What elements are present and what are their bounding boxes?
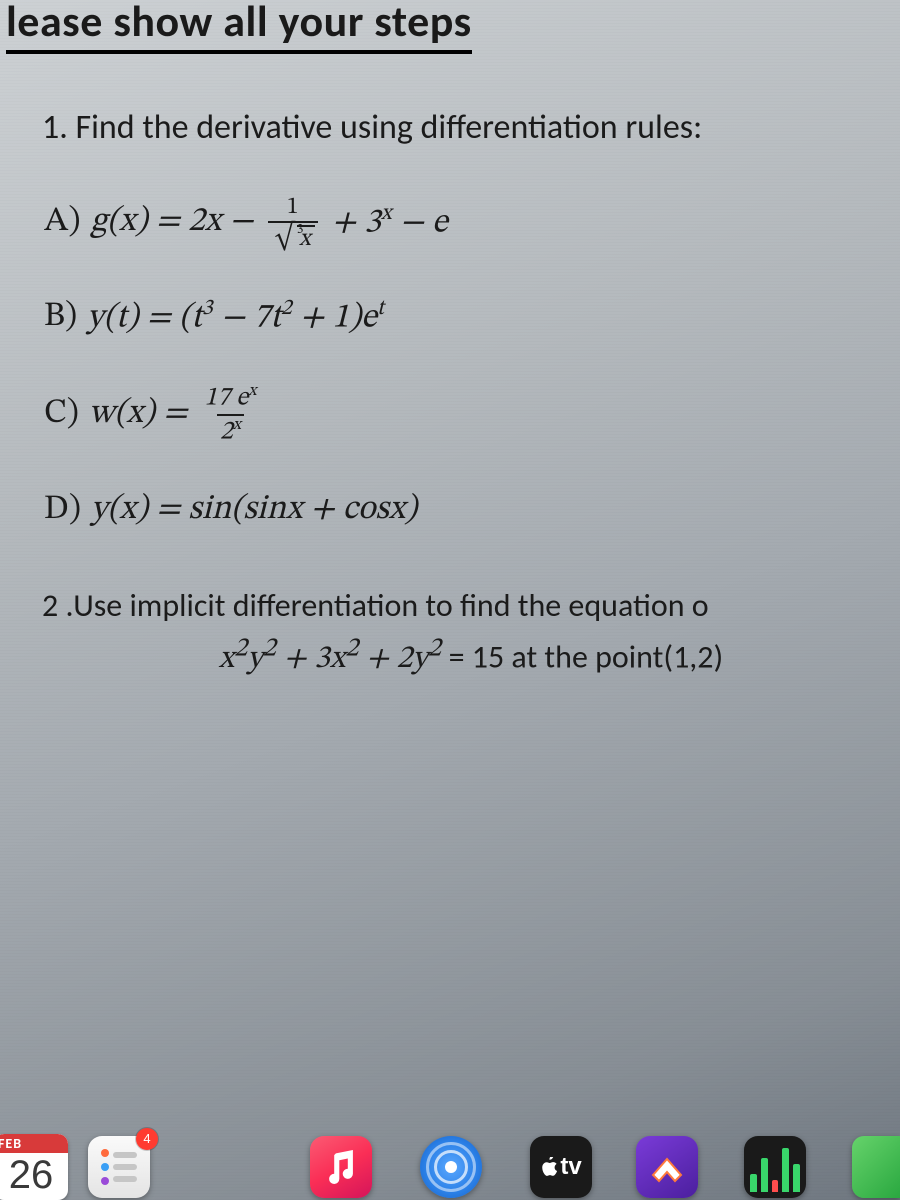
shortcuts-app-icon[interactable] bbox=[636, 1136, 698, 1198]
eq-c-num-sup: x bbox=[248, 383, 256, 400]
question-2: 2 .Use implicit differentiation to find … bbox=[42, 584, 900, 681]
eq-c-fraction: 17 ex 2x bbox=[201, 384, 259, 445]
stocks-app-icon[interactable] bbox=[744, 1136, 806, 1198]
airdrop-icon[interactable] bbox=[420, 1136, 482, 1198]
stocks-bar bbox=[793, 1164, 800, 1192]
eq-a-numerator: 1 bbox=[284, 195, 302, 221]
eq-a-minus-e: − e bbox=[392, 206, 448, 240]
q2-m1: + 3x bbox=[276, 643, 345, 675]
line-3 bbox=[113, 1176, 137, 1182]
line-1 bbox=[113, 1152, 137, 1158]
calendar-month: FEB bbox=[0, 1134, 68, 1153]
eq-c-den-pre: 2 bbox=[220, 419, 233, 445]
q2-y: y bbox=[247, 643, 262, 675]
reminders-badge: 4 bbox=[136, 1128, 158, 1150]
shortcuts-glyph-icon bbox=[647, 1147, 687, 1187]
dot-3 bbox=[101, 1177, 109, 1185]
q2-s3: 2 bbox=[345, 637, 358, 663]
music-note-icon bbox=[324, 1148, 358, 1186]
q2-s1: 2 bbox=[234, 637, 247, 663]
partial-app-icon[interactable] bbox=[852, 1136, 900, 1198]
stocks-bar bbox=[772, 1180, 779, 1192]
calendar-day: 26 bbox=[0, 1153, 68, 1197]
question-1-prompt: 1. Find the derivative using differentia… bbox=[42, 108, 900, 149]
root-index: 3 bbox=[297, 224, 304, 237]
eq-c-numerator: 17 ex bbox=[201, 384, 259, 414]
part-b-label: B) bbox=[44, 296, 77, 339]
question-2-line1: 2 .Use implicit differentiation to find … bbox=[42, 584, 900, 627]
page-header-region: lease show all your steps bbox=[12, 0, 900, 110]
reminders-app-icon[interactable]: 4 bbox=[88, 1136, 150, 1198]
apple-tv-text: tv bbox=[560, 1153, 581, 1181]
music-app-icon[interactable] bbox=[310, 1136, 372, 1198]
stocks-bar bbox=[782, 1148, 789, 1192]
apple-logo-icon bbox=[540, 1157, 558, 1177]
equation-c: C) w(x) = 17 ex 2x bbox=[44, 384, 900, 445]
part-c-label: C) bbox=[44, 393, 79, 436]
apple-tv-app-icon[interactable]: tv bbox=[530, 1136, 592, 1198]
q2-s4: 2 bbox=[428, 637, 441, 663]
eq-a-lhs: g(x) = 2x − bbox=[91, 201, 254, 244]
eq-b-m2: + 1)e bbox=[292, 301, 377, 335]
equation-a: A) g(x) = 2x − 1 3 x + 3x − e bbox=[44, 195, 900, 251]
eq-a-fraction: 1 3 x bbox=[268, 195, 318, 251]
q2-m2: + 2y bbox=[358, 643, 427, 675]
eq-b-body: y(t) = (t3 − 7t2 + 1)et bbox=[87, 295, 384, 340]
dot-2 bbox=[101, 1163, 109, 1171]
apple-tv-label: tv bbox=[540, 1153, 581, 1181]
part-a-label: A) bbox=[44, 201, 81, 244]
eq-a-exp-x: x bbox=[381, 203, 392, 225]
eq-c-lhs: w(x) = bbox=[89, 393, 188, 436]
eq-c-num-pre: 17 e bbox=[204, 386, 248, 412]
reminders-lines bbox=[113, 1152, 137, 1182]
eq-b-s3: t bbox=[377, 298, 384, 320]
instruction-header: lease show all your steps bbox=[6, 0, 472, 54]
eq-b-s2: 2 bbox=[281, 298, 292, 320]
line-2 bbox=[113, 1164, 137, 1170]
stocks-bar bbox=[750, 1174, 757, 1192]
equation-d: D) y(x) = sin(sinx + cosx) bbox=[44, 489, 900, 532]
eq-a-plus3: + 3 bbox=[332, 206, 381, 240]
eq-b-pre: y(t) = (t bbox=[87, 301, 202, 335]
eq-a-denominator: 3 x bbox=[268, 221, 318, 251]
worksheet-content: 1. Find the derivative using differentia… bbox=[42, 108, 900, 681]
q2-tail: = 15 at the point(1,2) bbox=[449, 637, 724, 676]
equation-b: B) y(t) = (t3 − 7t2 + 1)et bbox=[44, 295, 900, 340]
question-2-line2: x2y2 + 3x2 + 2y2 = 15 at the point(1,2) bbox=[42, 632, 900, 682]
eq-d-body: y(x) = sin(sinx + cosx) bbox=[91, 489, 417, 532]
eq-c-denominator: 2x bbox=[217, 414, 244, 446]
eq-c-den-sup: x bbox=[233, 417, 241, 434]
eq-b-m1: − 7t bbox=[213, 301, 281, 335]
q2-s2: 2 bbox=[263, 637, 276, 663]
calendar-app-icon[interactable]: FEB 26 bbox=[0, 1134, 68, 1200]
stocks-bar bbox=[761, 1158, 768, 1192]
eq-b-s1: 3 bbox=[202, 298, 213, 320]
reminders-dots bbox=[101, 1149, 109, 1185]
airdrop-center bbox=[445, 1161, 457, 1173]
q2-x: x bbox=[219, 643, 234, 675]
eq-a-tail: + 3x − e bbox=[332, 200, 448, 245]
macos-dock: FEB 26 4 tv bbox=[0, 1130, 900, 1200]
part-d-label: D) bbox=[44, 489, 81, 532]
dot-1 bbox=[101, 1149, 109, 1157]
cube-root: 3 x bbox=[273, 225, 315, 251]
